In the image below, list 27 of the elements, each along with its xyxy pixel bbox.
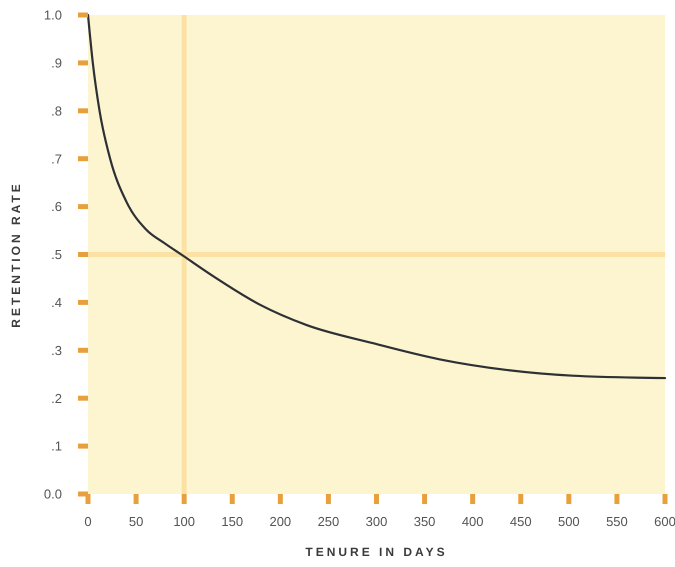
x-tick-label: 0 <box>84 514 92 529</box>
y-tick-label: 1.0 <box>44 8 62 23</box>
x-tick-label: 600 <box>654 514 675 529</box>
x-tick-label: 300 <box>366 514 388 529</box>
y-tick-label: 0.0 <box>44 486 62 502</box>
x-tick-label: 400 <box>462 514 484 529</box>
y-tick-label: .7 <box>51 151 62 166</box>
x-tick-label: 250 <box>318 514 340 529</box>
x-tick-label: 450 <box>510 514 532 529</box>
y-axis-title: RETENTION RATE <box>9 181 23 328</box>
x-tick-label: 100 <box>173 514 196 529</box>
x-tick-label: 200 <box>269 514 292 529</box>
x-tick-label: 150 <box>221 514 244 529</box>
x-tick-label: 550 <box>606 514 628 529</box>
line-series <box>86 14 666 380</box>
y-tick-label: .2 <box>51 390 62 406</box>
x-tick-label: 50 <box>128 514 144 529</box>
y-tick-label: .4 <box>51 294 62 310</box>
x-tick-label: 500 <box>558 514 580 529</box>
y-tick-label: .5 <box>51 247 62 262</box>
y-tick-label: .1 <box>51 438 62 454</box>
y-tick-label: .9 <box>51 55 62 70</box>
y-tick-label: .3 <box>51 342 62 358</box>
y-tick-label: .6 <box>51 199 62 214</box>
y-tick-label: .8 <box>51 103 62 118</box>
x-tick-label: 350 <box>414 514 436 529</box>
x-axis-title: TENURE IN DAYS <box>305 545 448 559</box>
